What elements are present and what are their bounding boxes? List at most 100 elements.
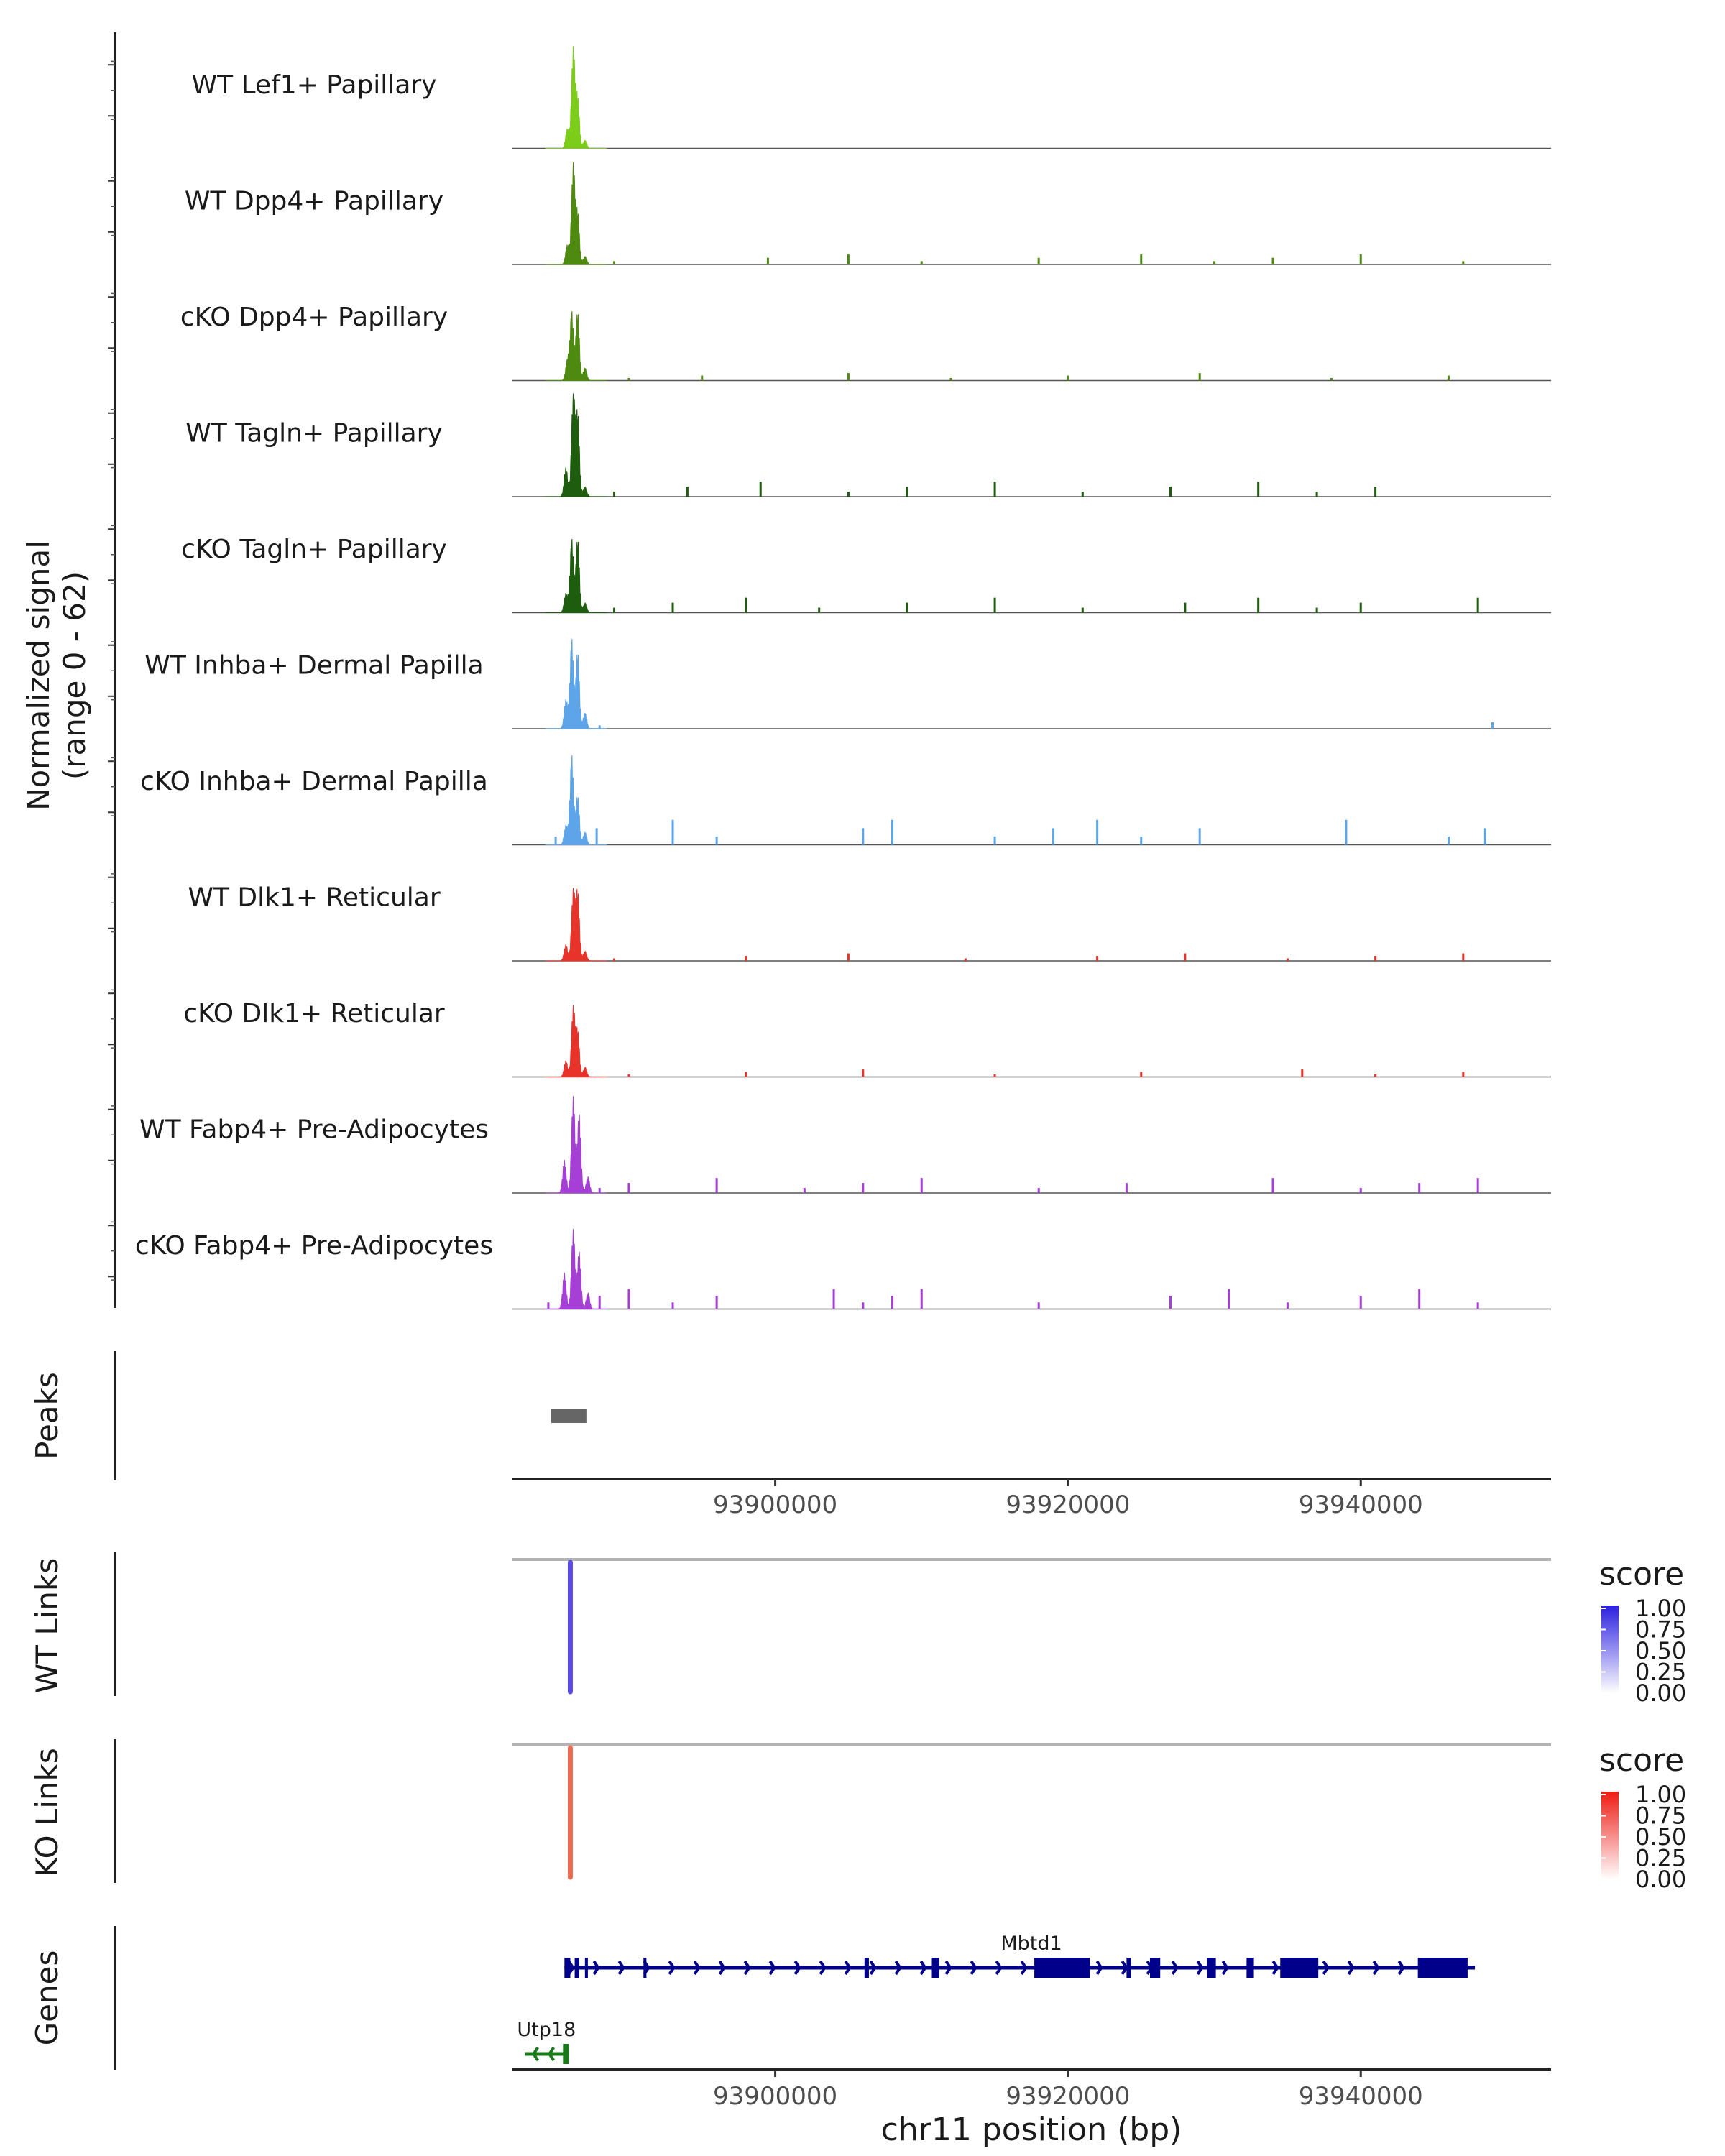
strand-arrow <box>919 1960 927 1976</box>
signal-spike <box>832 1289 835 1309</box>
peaks-track-label: Peaks <box>29 1372 65 1460</box>
signal-spike <box>1081 607 1084 613</box>
x-tick-label: 93900000 <box>713 1491 837 1519</box>
ko-legend-colorbar <box>1601 1792 1619 1879</box>
signal-spike <box>1374 487 1377 497</box>
strand-arrow <box>995 1960 1003 1976</box>
signal-spike <box>920 261 923 264</box>
signal-spike <box>1447 836 1450 845</box>
signal-spike <box>595 828 598 845</box>
strand-arrow <box>1196 1960 1204 1976</box>
signal-spike <box>862 1069 865 1077</box>
strand-arrow <box>1271 1960 1279 1976</box>
track-label: WT Dlk1+ Reticular <box>188 883 440 913</box>
legend-tick-label: 0.25 <box>1635 1845 1686 1872</box>
signal-spike <box>993 836 996 845</box>
legend-tick-label: 1.00 <box>1635 1595 1686 1622</box>
signal-spike <box>598 725 601 729</box>
legend-tick-label: 0.75 <box>1635 1616 1686 1644</box>
signal-spike <box>964 958 967 961</box>
legend-tick-label: 0.50 <box>1635 1637 1686 1664</box>
signal-spike <box>1476 1302 1479 1309</box>
signal-spike <box>1462 1072 1465 1077</box>
signal-spike <box>993 482 996 497</box>
gene-label: Mbtd1 <box>1000 1932 1062 1955</box>
wt-links-label: WT Links <box>29 1558 65 1693</box>
signal-spike <box>891 1295 894 1309</box>
signal-spike <box>715 836 718 845</box>
signal-spike <box>613 958 616 961</box>
genes-track-label: Genes <box>29 1950 65 2046</box>
ko-legend-title: score <box>1599 1742 1684 1779</box>
signal-spike <box>627 1183 630 1193</box>
signal-spike <box>701 375 704 381</box>
x-axis-top: 93900000 93920000 93940000 <box>713 1479 1423 1519</box>
track-8: cKO Dlk1+ Reticular <box>183 999 1551 1078</box>
signal-spike <box>906 487 908 497</box>
x-tick-label: 93940000 <box>1299 2082 1423 2111</box>
signal-spike <box>949 378 952 381</box>
track-label: WT Dpp4+ Papillary <box>185 187 443 216</box>
signal-spike <box>803 1188 806 1193</box>
signal-spike <box>1491 722 1494 729</box>
exon <box>1034 1958 1090 1978</box>
gene-models: Mbtd1 Utp18 <box>517 1932 1476 2064</box>
signal-spike <box>627 1289 630 1309</box>
signal-peak <box>545 162 607 265</box>
exon <box>864 1958 869 1978</box>
signal-peak <box>545 888 607 962</box>
signal-spike <box>993 1074 996 1077</box>
signal-spike <box>1271 257 1274 264</box>
signal-spike <box>1484 828 1486 845</box>
track-label: cKO Fabp4+ Pre-Adipocytes <box>135 1231 493 1261</box>
y-axis-ticks <box>108 60 115 1281</box>
signal-spike <box>686 487 689 497</box>
peak-regions <box>551 1409 586 1423</box>
signal-spike <box>1198 828 1201 845</box>
signal-spike <box>906 602 908 613</box>
signal-spike <box>1096 819 1099 845</box>
signal-spike <box>1257 482 1260 497</box>
track-9: WT Fabp4+ Pre-Adipocytes <box>139 1096 1551 1194</box>
signal-spike <box>671 1302 674 1309</box>
signal-spike <box>1462 953 1465 961</box>
signal-spike <box>1184 953 1187 961</box>
signal-spike <box>993 597 996 613</box>
signal-spike <box>671 819 674 845</box>
strand-arrow <box>617 1960 625 1976</box>
signal-spike <box>627 378 630 381</box>
track-label: WT Fabp4+ Pre-Adipocytes <box>139 1115 489 1145</box>
strand-arrow <box>1347 1960 1355 1976</box>
signal-spike <box>1374 956 1377 961</box>
signal-peak <box>545 1005 607 1077</box>
gene-label: Utp18 <box>517 2019 576 2041</box>
signal-spike <box>1228 1289 1230 1309</box>
strand-arrow <box>819 1960 827 1976</box>
signal-spike <box>862 1183 865 1193</box>
x-axis-title: chr11 position (bp) <box>881 2111 1182 2148</box>
peak-region <box>551 1409 586 1423</box>
track-10: cKO Fabp4+ Pre-Adipocytes <box>135 1229 1551 1310</box>
strand-arrow <box>547 2046 555 2062</box>
signal-spike <box>1169 1295 1172 1309</box>
track-label: cKO Inhba+ Dermal Papilla <box>140 767 488 796</box>
genes-track: Genes Mbtd1 Utp18 93900000 93920000 9394000… <box>29 1926 1551 2148</box>
signal-spike <box>818 607 821 613</box>
signal-spike <box>1315 607 1318 613</box>
signal-spike <box>613 492 616 497</box>
strand-arrow <box>668 1960 676 1976</box>
y-axis-title-line1: Normalized signal <box>21 540 56 811</box>
signal-spike <box>1374 1074 1377 1077</box>
wt-links-track: WT Links <box>29 1552 1551 1696</box>
signal-spike <box>847 953 850 961</box>
signal-spike <box>1037 1302 1040 1309</box>
exon <box>1149 1958 1161 1978</box>
signal-spike <box>745 1072 748 1077</box>
signal-spike <box>1359 1295 1362 1309</box>
signal-spike <box>1359 602 1362 613</box>
signal-spike <box>1052 828 1055 845</box>
coverage-tracks: WT Lef1+ Papillary WT Dpp4+ Papillary cKO … <box>135 46 1551 1310</box>
ko-links-label: KO Links <box>29 1748 65 1877</box>
x-tick-label: 93920000 <box>1006 2082 1130 2111</box>
